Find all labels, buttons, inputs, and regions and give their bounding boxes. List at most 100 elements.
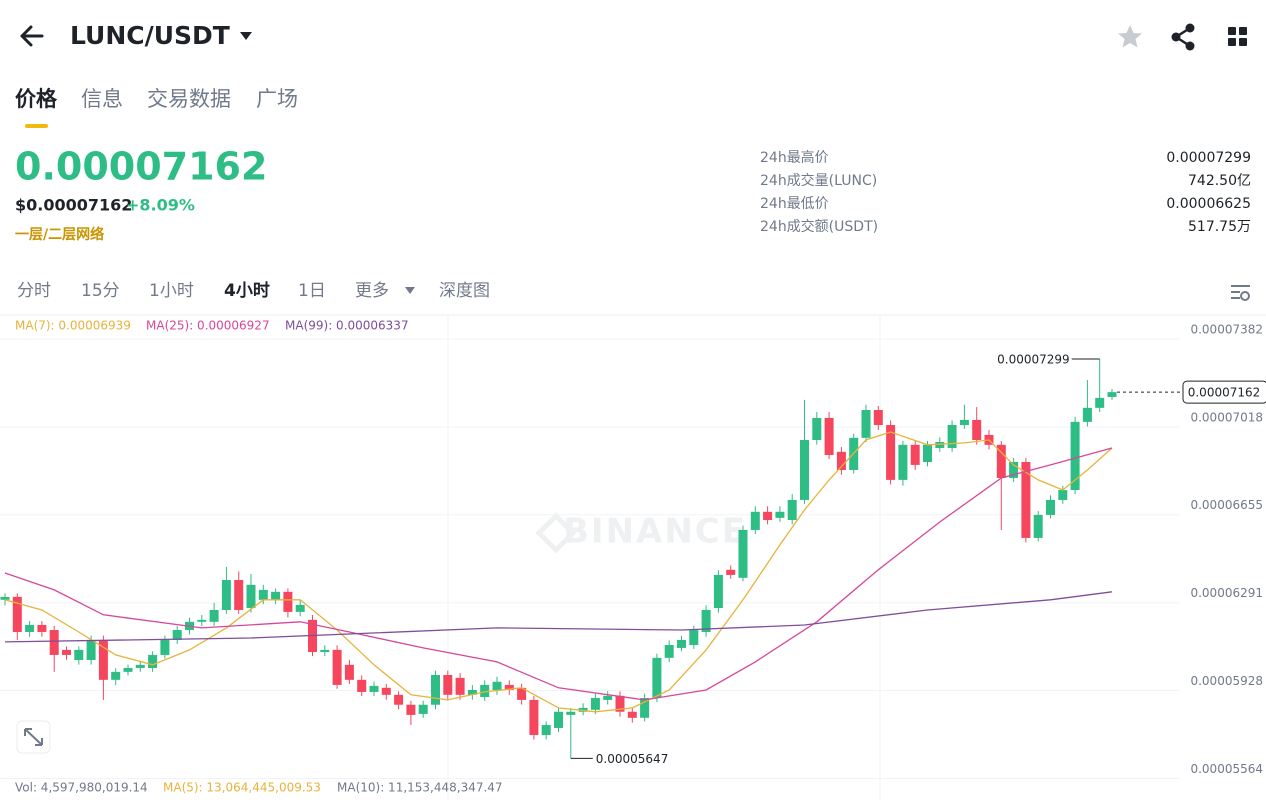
chart-settings[interactable] bbox=[1231, 285, 1250, 301]
volume-legend: Vol: 4,597,980,019.14 MA(5): 13,064,445,0… bbox=[15, 781, 503, 795]
last-price: 0.00007162 bbox=[15, 145, 267, 189]
candle-body bbox=[578, 707, 588, 712]
expand-icon bbox=[24, 728, 43, 746]
interval-tab[interactable]: 更多 bbox=[355, 281, 389, 301]
candle-body bbox=[12, 596, 22, 632]
candle-body bbox=[332, 649, 342, 685]
candle-body bbox=[603, 695, 613, 700]
candle-body bbox=[467, 689, 477, 695]
interval-tab[interactable]: 4小时 bbox=[224, 281, 270, 301]
grid-cell bbox=[1228, 27, 1236, 35]
tab-indicator bbox=[25, 124, 48, 128]
candle-body bbox=[369, 685, 379, 692]
candle-body bbox=[49, 630, 59, 655]
interval-tab[interactable]: 深度图 bbox=[439, 281, 490, 301]
price-change: +8.09% bbox=[126, 196, 195, 215]
candle-body bbox=[590, 697, 600, 710]
grid-cell bbox=[1239, 38, 1247, 46]
stat-value: 0.00007299 bbox=[1166, 150, 1251, 166]
candle-body bbox=[664, 645, 674, 658]
grid-cell bbox=[1228, 38, 1236, 46]
stat-value: 0.00006625 bbox=[1166, 196, 1251, 212]
candle-body bbox=[763, 511, 773, 521]
candle-body bbox=[787, 499, 797, 521]
candle-body bbox=[74, 649, 84, 661]
tab[interactable]: 广场 bbox=[256, 87, 298, 111]
y-tick-label: 0.00006291 bbox=[1190, 586, 1263, 600]
candle-body bbox=[800, 439, 809, 500]
candle-body bbox=[713, 574, 723, 609]
candle-body bbox=[480, 684, 490, 698]
candle-body bbox=[529, 699, 539, 735]
grid-menu[interactable] bbox=[1228, 27, 1247, 46]
candle-body bbox=[25, 624, 35, 632]
watermark-logo bbox=[535, 512, 577, 554]
candle-body bbox=[627, 711, 637, 718]
interval-tab[interactable]: 1日 bbox=[298, 281, 326, 301]
candle-body bbox=[1082, 407, 1092, 422]
candle-body bbox=[738, 529, 748, 578]
intervals: 分时 15分 1小时 4小时 1日 更多 深度图 bbox=[17, 281, 490, 301]
candle-body bbox=[1107, 392, 1117, 397]
candle-body bbox=[246, 584, 256, 609]
candle-body bbox=[221, 579, 231, 610]
candle-body bbox=[824, 417, 834, 455]
pair-title[interactable]: LUNC/USDT bbox=[70, 21, 230, 50]
stat-label: 24h最高价 bbox=[760, 149, 829, 166]
low-label: 0.00005647 bbox=[596, 752, 669, 766]
stat-value: 517.75万 bbox=[1188, 219, 1251, 235]
candle-body bbox=[812, 417, 822, 440]
candle-body bbox=[959, 419, 969, 426]
candle-body bbox=[258, 589, 268, 600]
candle-body bbox=[861, 410, 871, 438]
candle-body bbox=[1009, 461, 1019, 478]
candle-body bbox=[394, 694, 404, 705]
share-button[interactable] bbox=[1171, 23, 1195, 51]
candle-body bbox=[541, 725, 551, 735]
candle-body bbox=[701, 609, 711, 632]
ma-line bbox=[4, 591, 1113, 643]
candle-body bbox=[148, 654, 158, 668]
candle-body bbox=[775, 511, 785, 518]
interval-tab[interactable]: 15分 bbox=[81, 281, 120, 301]
interval-tab[interactable]: 分时 bbox=[17, 281, 51, 301]
candle-body bbox=[160, 639, 170, 655]
chart: BINANCE 0.00007382 0.00007018 0.00006655 0.0… bbox=[0, 315, 1266, 800]
y-tick-label: 0.00006655 bbox=[1190, 498, 1263, 512]
candle-body bbox=[86, 639, 96, 661]
settings-lines bbox=[1231, 285, 1250, 299]
expand-button[interactable] bbox=[16, 720, 51, 754]
interval-tab[interactable]: 1小时 bbox=[149, 281, 194, 301]
candle-body bbox=[1070, 421, 1080, 491]
candle-body bbox=[98, 639, 108, 680]
favorite-star[interactable] bbox=[1118, 25, 1142, 48]
candle-body bbox=[886, 425, 896, 480]
settings-gear bbox=[1240, 291, 1250, 301]
candle-body bbox=[443, 675, 453, 695]
candle-body bbox=[111, 671, 121, 680]
y-tick-label: 0.00007018 bbox=[1190, 410, 1263, 424]
more-dropdown[interactable] bbox=[405, 287, 415, 294]
tab[interactable]: 信息 bbox=[81, 87, 123, 111]
candle-body bbox=[517, 687, 527, 700]
last-price-box bbox=[1182, 380, 1266, 404]
candle-body bbox=[923, 444, 932, 462]
stat-value: 742.50亿 bbox=[1188, 173, 1251, 189]
candle-body bbox=[0, 596, 10, 600]
candle-body bbox=[209, 609, 219, 622]
candle-body bbox=[750, 511, 760, 530]
ma-line bbox=[4, 447, 1113, 701]
candle-body bbox=[135, 664, 145, 668]
candle-body bbox=[295, 604, 305, 612]
tab[interactable]: 交易数据 bbox=[147, 87, 231, 111]
back-button[interactable] bbox=[20, 25, 44, 47]
pair-dropdown[interactable] bbox=[240, 32, 252, 40]
stats: 24h最高价 0.00007299 24h成交量(LUNC) 742.50亿 24h最低… bbox=[760, 149, 1251, 235]
candle-body bbox=[677, 639, 686, 648]
candle-body bbox=[504, 684, 514, 690]
candle-body bbox=[996, 444, 1006, 478]
tab[interactable]: 价格 bbox=[15, 87, 58, 111]
candle-body bbox=[406, 704, 416, 715]
network-tag[interactable]: 一层/二层网络 bbox=[15, 226, 104, 243]
